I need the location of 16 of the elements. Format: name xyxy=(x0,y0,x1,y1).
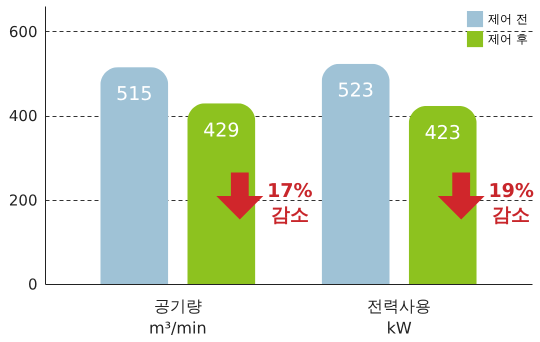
y-tick-label: 400 xyxy=(8,107,38,126)
legend-label: 제어 전 xyxy=(488,12,528,26)
data-label: 515 xyxy=(116,83,152,106)
data-label: 423 xyxy=(424,122,461,144)
annotation: 19% 감소 xyxy=(488,180,534,226)
x-tick-label: 공기량 m³/min xyxy=(149,296,207,338)
annotation: 17% 감소 xyxy=(267,180,313,226)
bar xyxy=(322,64,390,284)
x-tick-label: 전력사용 kW xyxy=(367,296,432,338)
data-label: 429 xyxy=(203,119,240,142)
y-tick-label: 600 xyxy=(8,22,38,41)
y-tick-label: 200 xyxy=(8,191,38,210)
bar xyxy=(100,67,168,284)
legend-label: 제어 후 xyxy=(488,32,528,46)
data-label: 523 xyxy=(338,80,374,102)
y-tick-label: 0 xyxy=(28,276,38,294)
